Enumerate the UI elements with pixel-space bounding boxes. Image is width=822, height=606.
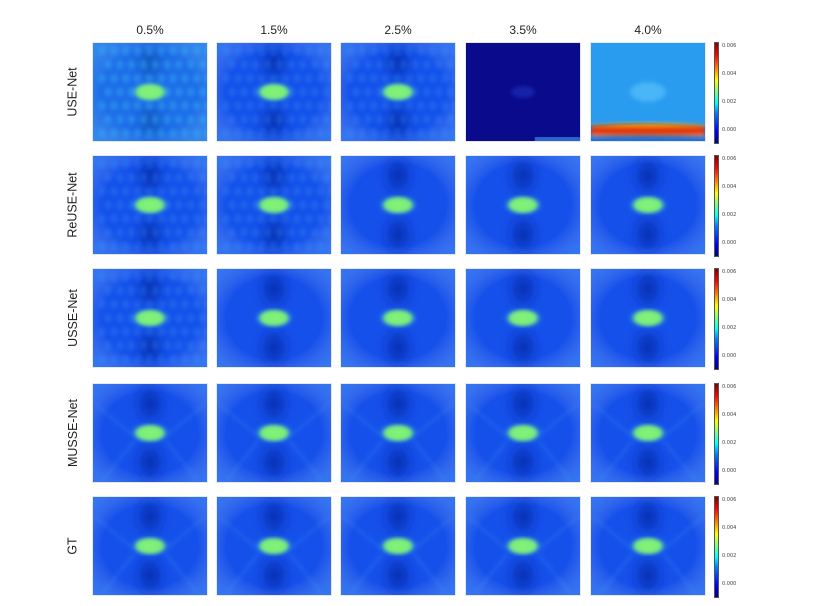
heatmap-image — [591, 43, 705, 141]
heatmap-image — [591, 156, 705, 254]
colorbar-tick-label: 0.000 — [722, 353, 737, 359]
heatmap-image — [93, 497, 207, 595]
column-label: 2.5% — [384, 23, 412, 37]
heatmap-panel — [92, 496, 208, 596]
column-label: 3.5% — [509, 23, 537, 37]
row-label: ReUSE-Net — [64, 155, 82, 255]
heatmap-panel — [590, 496, 706, 596]
colorbar-tick-label: 0.002 — [722, 440, 737, 446]
heatmap-panel — [340, 155, 456, 255]
colorbar — [714, 383, 719, 485]
heatmap-panel — [465, 42, 581, 142]
heatmap-panel — [216, 42, 332, 142]
heatmap-image — [217, 384, 331, 482]
row-label-text: USE-Net — [66, 67, 81, 117]
heatmap-image — [93, 156, 207, 254]
colorbar-tick-label: 0.002 — [722, 325, 737, 331]
heatmap-panel — [465, 496, 581, 596]
heatmap-image — [341, 497, 455, 595]
colorbar-tick-label: 0.006 — [722, 156, 737, 162]
heatmap-image — [466, 269, 580, 367]
colorbar-tick-label: 0.006 — [722, 497, 737, 503]
colorbar-tick-label: 0.002 — [722, 553, 737, 559]
heatmap-panel — [216, 383, 332, 483]
heatmap-panel — [465, 268, 581, 368]
row-label-text: USSE-Net — [66, 289, 80, 347]
heatmap-image — [93, 384, 207, 482]
heatmap-panel — [92, 383, 208, 483]
column-label: 4.0% — [634, 23, 662, 37]
colorbar-tick-label: 0.006 — [722, 43, 737, 49]
heatmap-panel — [92, 268, 208, 368]
colorbar-tick-label: 0.004 — [722, 184, 737, 190]
heatmap-panel — [340, 268, 456, 368]
colorbar — [714, 268, 719, 370]
colorbar-tick-label: 0.006 — [722, 269, 737, 275]
heatmap-image — [341, 43, 455, 141]
heatmap-panel — [340, 496, 456, 596]
heatmap-panel — [216, 155, 332, 255]
heatmap-panel — [465, 383, 581, 483]
heatmap-panel — [340, 383, 456, 483]
heatmap-panel — [590, 155, 706, 255]
row-label: GT — [64, 496, 82, 596]
heatmap-image — [93, 43, 207, 141]
column-label: 1.5% — [260, 23, 288, 37]
heatmap-image — [591, 497, 705, 595]
heatmap-image — [217, 156, 331, 254]
colorbar-tick-label: 0.004 — [722, 71, 737, 77]
heatmap-image — [591, 384, 705, 482]
colorbar-tick-label: 0.004 — [722, 525, 737, 531]
colorbar-tick-label: 0.000 — [722, 581, 737, 587]
heatmap-panel — [92, 155, 208, 255]
row-label: USSE-Net — [64, 268, 82, 368]
heatmap-image — [217, 497, 331, 595]
colorbar-tick-label: 0.000 — [722, 240, 737, 246]
colorbar-tick-label: 0.000 — [722, 127, 737, 133]
heatmap-image — [591, 269, 705, 367]
heatmap-image — [466, 497, 580, 595]
heatmap-panel — [340, 42, 456, 142]
colorbar — [714, 496, 719, 598]
heatmap-panel — [590, 383, 706, 483]
heatmap-panel — [92, 42, 208, 142]
colorbar-tick-label: 0.004 — [722, 297, 737, 303]
heatmap-image — [217, 43, 331, 141]
colorbar-tick-label: 0.004 — [722, 412, 737, 418]
row-label: MUSSE-Net — [64, 383, 82, 483]
colorbar — [714, 42, 719, 144]
column-label: 0.5% — [136, 23, 164, 37]
colorbar — [714, 155, 719, 257]
colorbar-tick-label: 0.002 — [722, 99, 737, 105]
heatmap-panel — [590, 268, 706, 368]
heatmap-panel — [216, 268, 332, 368]
heatmap-panel — [590, 42, 706, 142]
colorbar-tick-label: 0.002 — [722, 212, 737, 218]
heatmap-image — [466, 43, 580, 141]
heatmap-image — [341, 269, 455, 367]
heatmap-image — [466, 384, 580, 482]
row-label-text: ReUSE-Net — [66, 172, 81, 238]
row-label-text: MUSSE-Net — [66, 398, 81, 468]
row-label: USE-Net — [64, 42, 82, 142]
heatmap-image — [93, 269, 207, 367]
row-label-text: GT — [65, 537, 80, 555]
heatmap-image — [341, 384, 455, 482]
heatmap-panel — [216, 496, 332, 596]
heatmap-panel — [465, 155, 581, 255]
heatmap-image — [466, 156, 580, 254]
heatmap-image — [217, 269, 331, 367]
colorbar-tick-label: 0.006 — [722, 384, 737, 390]
colorbar-tick-label: 0.000 — [722, 468, 737, 474]
heatmap-image — [341, 156, 455, 254]
